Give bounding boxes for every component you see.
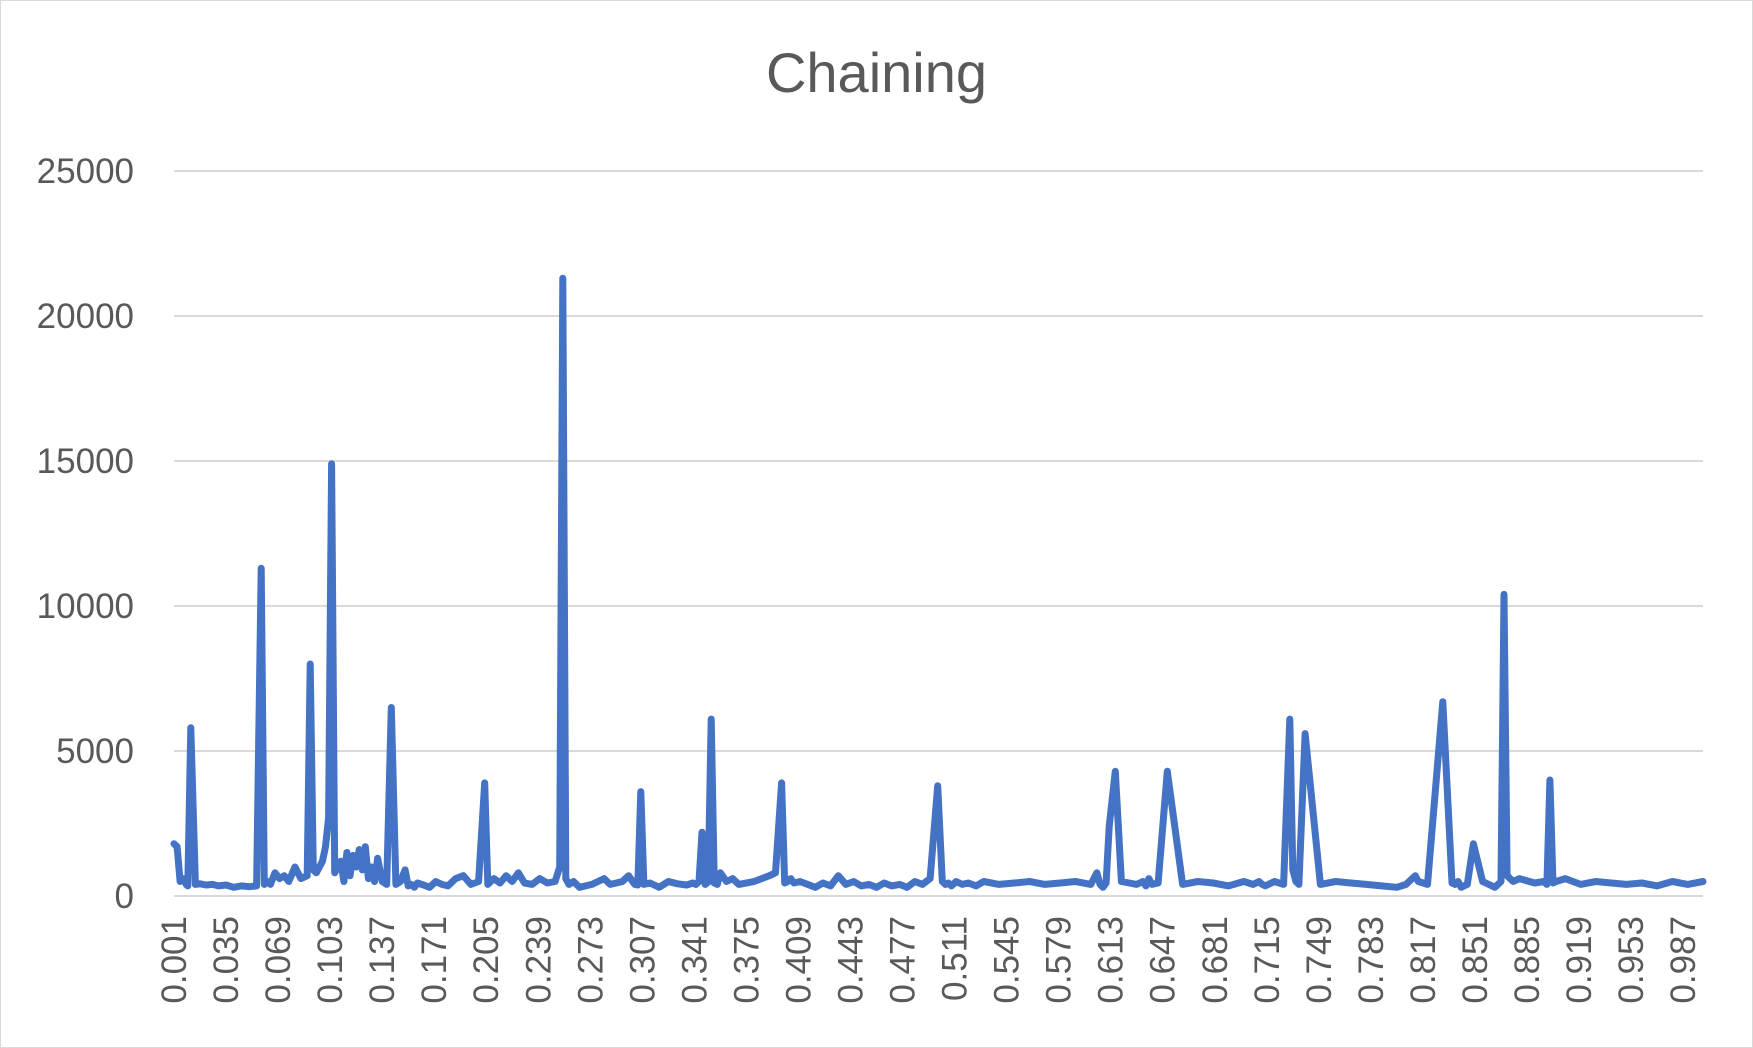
- x-tick-label: 0.409: [779, 916, 818, 1004]
- y-tick-label: 5000: [56, 732, 134, 771]
- y-tick-label: 20000: [37, 297, 134, 336]
- series-group: [170, 274, 1707, 891]
- x-tick-label: 0.579: [1040, 916, 1079, 1004]
- x-tick-label: 0.783: [1352, 916, 1391, 1004]
- y-tick-label: 25000: [37, 152, 134, 191]
- x-tick-label: 0.069: [259, 916, 298, 1004]
- x-tick-label: 0.885: [1508, 916, 1547, 1004]
- x-tick-label: 0.545: [988, 916, 1027, 1004]
- x-tick-label: 0.341: [675, 916, 714, 1004]
- x-tick-label: 0.205: [467, 916, 506, 1004]
- x-tick-label: 0.443: [831, 916, 870, 1004]
- x-axis-ticks: 0.001 0.035 0.069 0.103 0.137 0.171 0.205 0.239…: [155, 916, 1703, 1004]
- y-tick-label: 15000: [37, 442, 134, 481]
- x-tick-label: 0.307: [623, 916, 662, 1004]
- x-tick-label: 0.001: [155, 916, 194, 1004]
- x-tick-label: 0.681: [1196, 916, 1235, 1004]
- x-tick-label: 0.715: [1248, 916, 1287, 1004]
- x-tick-label: 0.239: [519, 916, 558, 1004]
- x-tick-label: 0.511: [936, 916, 975, 1001]
- x-tick-label: 0.035: [207, 916, 246, 1004]
- x-tick-label: 0.103: [311, 916, 350, 1004]
- chart-title: Chaining: [765, 41, 988, 104]
- y-tick-label: 0: [115, 877, 134, 916]
- x-tick-label: 0.137: [363, 916, 402, 1004]
- x-tick-label: 0.749: [1300, 916, 1339, 1004]
- x-tick-label: 0.987: [1664, 916, 1703, 1004]
- y-tick-label: 10000: [37, 587, 134, 626]
- x-tick-label: 0.851: [1456, 916, 1495, 1004]
- series-line: [170, 274, 1707, 891]
- x-tick-label: 0.273: [571, 916, 610, 1004]
- x-tick-label: 0.919: [1560, 916, 1599, 1004]
- gridlines: [174, 170, 1703, 897]
- x-tick-label: 0.375: [727, 916, 766, 1004]
- x-tick-label: 0.613: [1092, 916, 1131, 1004]
- y-axis-ticks: 0 5000 10000 15000 20000 25000: [37, 152, 134, 916]
- x-tick-label: 0.477: [884, 916, 923, 1004]
- x-tick-label: 0.953: [1612, 916, 1651, 1004]
- x-tick-label: 0.647: [1144, 916, 1183, 1004]
- x-tick-label: 0.817: [1404, 916, 1443, 1004]
- x-tick-label: 0.171: [415, 916, 454, 1004]
